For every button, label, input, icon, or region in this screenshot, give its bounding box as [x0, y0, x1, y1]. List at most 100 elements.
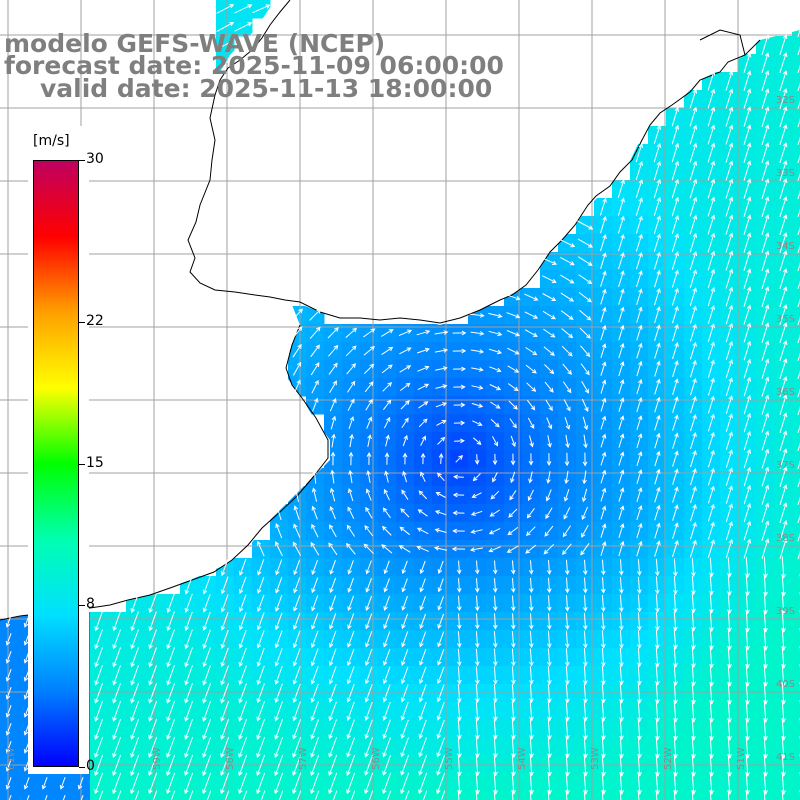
wind-cell: [738, 792, 757, 800]
wind-arrow: [456, 648, 462, 667]
wind-arrow: [559, 256, 575, 266]
wind-arrow: [488, 312, 503, 319]
wind-arrow: [797, 424, 800, 434]
wind-arrow: [80, 795, 84, 800]
wind-arrow: [727, 789, 730, 800]
wind-arrow: [274, 665, 283, 685]
wind-arrow: [546, 613, 552, 630]
wind-arrow: [560, 292, 575, 302]
wind-arrow: [546, 453, 552, 466]
wind-arrow: [202, 683, 212, 704]
wind-arrow: [346, 666, 355, 685]
wind-cell: [792, 54, 800, 73]
latitude-label: 34S: [776, 241, 795, 252]
wind-arrow: [148, 629, 157, 650]
wind-cell: [360, 792, 379, 800]
wind-arrow: [761, 430, 770, 451]
wind-arrow: [654, 342, 661, 359]
wind-arrow: [419, 560, 426, 575]
wind-arrow: [690, 503, 697, 522]
wind-arrow: [94, 718, 104, 740]
wind-arrow: [671, 142, 680, 163]
wind-cell: [468, 792, 487, 800]
wind-arrow: [329, 524, 337, 538]
wind-arrow: [275, 505, 282, 521]
wind-cell: [612, 792, 631, 800]
wind-arrow: [547, 666, 552, 685]
wind-arrow: [797, 82, 800, 92]
wind-arrow: [452, 492, 465, 498]
wind-arrow: [600, 594, 606, 613]
wind-arrow: [184, 683, 194, 704]
wind-arrow: [311, 379, 319, 394]
wind-arrow: [418, 755, 428, 776]
wind-arrow: [274, 701, 283, 722]
wind-arrow: [419, 631, 427, 648]
wind-cell: [54, 792, 73, 800]
wind-arrow: [600, 559, 606, 576]
wind-arrow: [452, 330, 467, 336]
wind-arrow: [346, 772, 356, 795]
wind-arrow: [492, 578, 498, 593]
wind-arrow: [561, 328, 574, 339]
wind-cell: [792, 198, 800, 217]
wind-arrow: [636, 397, 643, 413]
wind-arrow: [184, 754, 194, 777]
wind-arrow: [654, 287, 661, 306]
wind-arrow: [797, 460, 800, 470]
wind-arrow: [761, 538, 770, 559]
wind-arrow: [779, 358, 788, 380]
wind-arrow: [166, 611, 175, 632]
wind-arrow: [725, 106, 734, 127]
wind-arrow: [457, 789, 460, 800]
wind-arrow: [310, 362, 320, 376]
wind-arrow: [797, 28, 800, 38]
wind-arrow: [328, 772, 338, 795]
wind-arrow: [546, 630, 552, 649]
wind-arrow: [727, 557, 732, 578]
wind-cell: [792, 630, 800, 649]
coastline: [0, 0, 761, 621]
longitude-label: 51W: [736, 747, 747, 770]
wind-arrow: [130, 611, 139, 632]
wind-arrow: [471, 402, 484, 408]
wind-arrow: [582, 559, 588, 576]
wind-arrow: [618, 324, 625, 341]
wind-arrow: [743, 466, 752, 487]
wind-arrow: [743, 358, 752, 379]
wind-arrow: [470, 349, 485, 354]
wind-arrow: [797, 496, 800, 506]
wind-arrow: [346, 737, 356, 758]
wind-arrow: [252, 4, 271, 14]
wind-arrow: [274, 736, 284, 758]
wind-arrow: [725, 322, 734, 343]
wind-arrow: [636, 306, 643, 323]
wind-arrow: [637, 647, 642, 668]
wind-arrow: [310, 754, 320, 777]
wind-arrow: [507, 527, 519, 536]
wind-arrow: [170, 790, 176, 800]
wind-arrow: [399, 347, 412, 355]
wind-arrow: [743, 52, 752, 73]
wind-arrow: [436, 772, 446, 795]
wind-arrow: [636, 324, 643, 341]
wind-arrow: [292, 719, 302, 740]
wind-arrow: [797, 190, 800, 200]
wind-arrow: [202, 718, 212, 740]
wind-arrow: [416, 527, 429, 535]
wind-arrow: [636, 251, 643, 270]
wind-arrow: [600, 523, 607, 538]
wind-arrow: [434, 348, 449, 353]
wind-arrow: [220, 629, 229, 649]
wind-cell: [792, 216, 800, 235]
wind-arrow: [743, 484, 752, 505]
wind-arrow: [779, 160, 788, 182]
wind-arrow: [743, 430, 752, 451]
wind-arrow: [130, 754, 140, 777]
wind-arrow: [511, 683, 516, 704]
wind-arrow: [797, 334, 800, 344]
wind-arrow: [238, 665, 247, 686]
wind-arrow: [383, 578, 390, 593]
wind-arrow: [725, 413, 733, 432]
